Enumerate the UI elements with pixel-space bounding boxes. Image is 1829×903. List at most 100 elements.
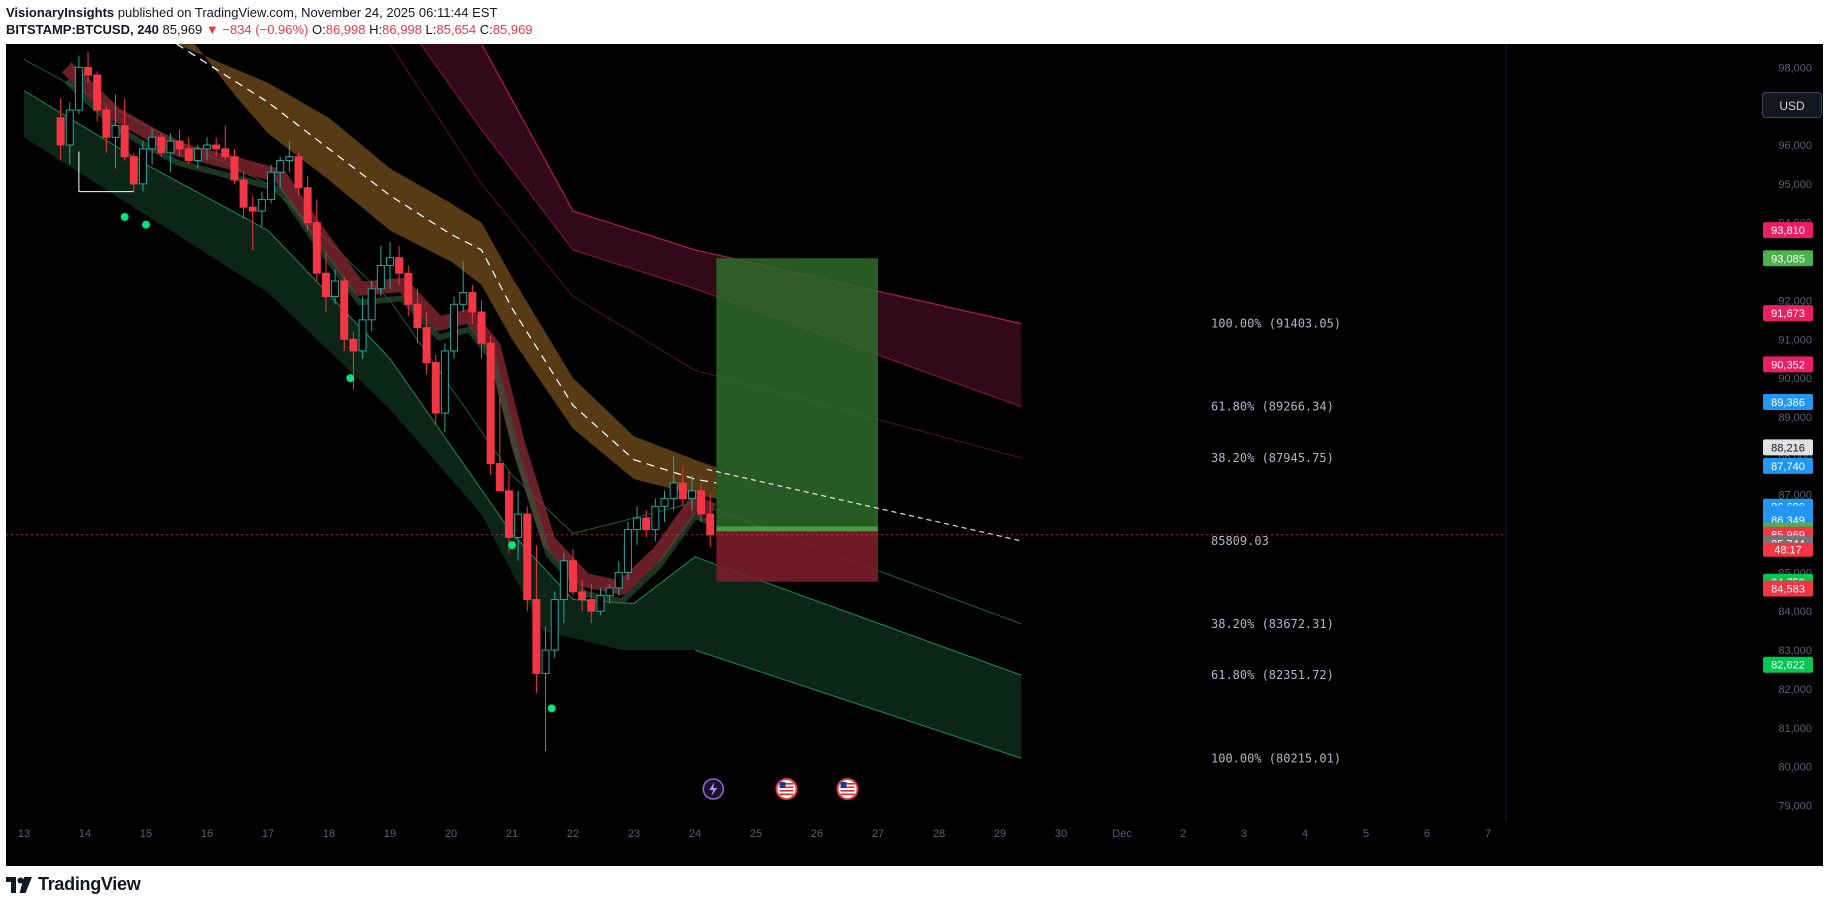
open-value: 86,998: [325, 22, 366, 37]
price-tick: 90,000: [1778, 373, 1812, 385]
candle-body: [660, 498, 669, 507]
time-tick: 3: [1241, 828, 1247, 840]
publish-info: published on TradingView.com, November 2…: [117, 5, 498, 20]
price-tick: 96,000: [1778, 140, 1812, 152]
support-100-line: [694, 649, 1022, 759]
time-tick: 5: [1363, 828, 1369, 840]
candle-body: [349, 338, 358, 352]
high-value: 86,998: [382, 22, 422, 37]
fib-level-label: 100.00% (91403.05): [1211, 317, 1341, 331]
candle-body: [285, 156, 294, 162]
candle-body: [331, 280, 340, 298]
candle-body: [706, 513, 715, 536]
candle-body: [413, 303, 422, 329]
time-tick: 22: [567, 828, 579, 840]
symbol-label[interactable]: BITSTAMP:BTCUSD, 240: [6, 22, 159, 37]
candle-body: [651, 505, 660, 531]
candle-body: [376, 264, 385, 290]
us-flag-event-icon: [775, 778, 798, 800]
price-tag-bg: [1763, 580, 1813, 597]
price-tag-text: 91,673: [1771, 308, 1805, 320]
chart-area[interactable]: 100.00% (91403.05) 61.80% (89266.34) 38.20…: [6, 44, 1823, 866]
price-tag-text: 82,622: [1771, 660, 1805, 672]
candle-body: [248, 206, 257, 212]
fib-label-text: 61.80% (89266.34): [1211, 400, 1334, 414]
price-tick: 87,000: [1778, 490, 1812, 502]
last-price: 85,969: [162, 22, 203, 37]
price-tag-text: 93,085: [1771, 253, 1805, 265]
candle-body: [93, 74, 102, 111]
candle-body: [559, 560, 568, 601]
candle-body: [138, 148, 147, 185]
candle-body: [257, 198, 266, 212]
time-tick: 16: [201, 828, 213, 840]
candle-body: [642, 517, 651, 531]
candle-body: [541, 649, 550, 674]
price-tag: 93,085: [1763, 250, 1813, 267]
candle-body: [523, 513, 532, 601]
candle-body: [294, 156, 303, 189]
candle-body: [74, 66, 83, 111]
time-tick: 25: [750, 828, 762, 840]
author-name[interactable]: VisionaryInsights: [6, 5, 115, 20]
time-tick: 17: [262, 828, 274, 840]
price-chart[interactable]: 100.00% (91403.05) 61.80% (89266.34) 38.20…: [6, 44, 1823, 866]
price-tag: 84,583: [1763, 580, 1813, 597]
candle-body: [358, 319, 367, 352]
candle-body: [84, 66, 93, 76]
price-tick: 91,000: [1778, 334, 1812, 346]
price-tick: 89,000: [1778, 412, 1812, 424]
footer: TradingView: [0, 866, 1829, 903]
price-tick: 79,000: [1778, 800, 1812, 812]
time-tick: 21: [506, 828, 518, 840]
countdown-text: 48:17: [1774, 545, 1802, 557]
signal-dot: [346, 374, 355, 383]
candle-body: [175, 140, 184, 150]
candle-body: [450, 303, 459, 352]
currency-button[interactable]: USD: [1762, 92, 1822, 118]
price-tag-text: 84,583: [1771, 584, 1805, 596]
support-channel: [24, 90, 1022, 759]
fib-level-label: 85809.03: [1211, 534, 1269, 548]
close-value: 85,969: [492, 22, 533, 37]
price-tick: 92,000: [1778, 295, 1812, 307]
high-label: H:: [369, 22, 383, 37]
candle-body: [148, 136, 157, 150]
fib-label-text: 38.20% (87945.75): [1211, 451, 1334, 465]
price-tag: 91,673: [1763, 305, 1813, 322]
tradingview-logo[interactable]: TradingView: [6, 874, 141, 895]
price-change: ▼ −834 (−0.96%): [205, 22, 309, 37]
candle-body: [569, 560, 577, 593]
time-tick: 4: [1302, 828, 1308, 840]
countdown-tag: 48:17: [1763, 542, 1813, 557]
candle-body: [514, 513, 523, 538]
price-tag-bg: [1763, 356, 1813, 373]
lightning-event-icon: [702, 778, 725, 800]
candle-body: [120, 125, 129, 158]
candle-body: [404, 272, 413, 305]
candle-body: [697, 490, 706, 515]
candle-body: [303, 187, 312, 224]
candle-body: [395, 257, 404, 274]
candle-body: [422, 327, 431, 364]
price-tick: 80,000: [1778, 762, 1812, 774]
candle-body: [468, 292, 477, 313]
cloud-midline: [176, 44, 717, 484]
price-tag-bg: [1763, 457, 1813, 474]
time-tick: 13: [18, 828, 30, 840]
price-tick: 98,000: [1778, 62, 1812, 74]
fib-level-label: 38.20% (87945.75): [1211, 451, 1334, 465]
open-label: O:: [312, 22, 326, 37]
time-tick: 18: [323, 828, 335, 840]
position-entry-line: [716, 526, 878, 532]
price-tag: 88,216: [1763, 439, 1813, 456]
candle-body: [386, 257, 394, 266]
us-flag-event-icon: [836, 778, 859, 800]
candle-body: [56, 117, 65, 146]
position-stop-zone: [716, 530, 878, 582]
price-tick: 81,000: [1778, 723, 1812, 735]
candle-body: [532, 599, 541, 674]
candle-body: [504, 490, 513, 538]
candle-body: [321, 272, 330, 298]
time-tick: 28: [933, 828, 945, 840]
